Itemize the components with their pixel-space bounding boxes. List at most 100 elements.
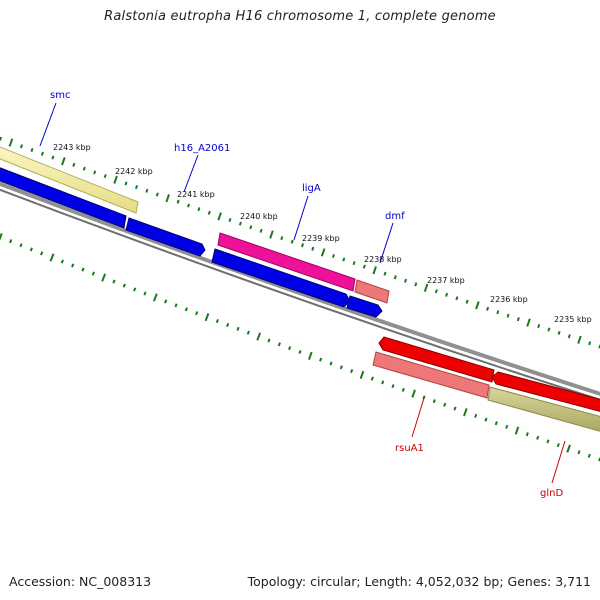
leader-smc xyxy=(39,102,57,147)
minor-tick xyxy=(536,435,540,440)
major-tick xyxy=(204,313,210,322)
minor-tick xyxy=(228,217,232,223)
tick-label: 2243 kbp xyxy=(53,143,91,152)
minor-tick xyxy=(329,361,333,366)
minor-tick xyxy=(112,279,116,284)
minor-tick xyxy=(453,406,457,411)
gene-label-dmf: dmf xyxy=(385,211,405,222)
major-tick xyxy=(165,194,170,203)
minor-tick xyxy=(290,239,294,244)
minor-tick xyxy=(207,210,211,215)
major-tick xyxy=(514,426,520,435)
topology-text: Topology: circular; Length: 4,052,032 bp… xyxy=(247,574,591,589)
minor-tick xyxy=(350,369,354,374)
major-tick xyxy=(320,248,326,257)
minor-tick xyxy=(391,384,395,389)
gene-blue-3[interactable] xyxy=(346,295,383,318)
tick-label: 2241 kbp xyxy=(177,190,215,199)
tick-label: 2236 kbp xyxy=(490,295,528,304)
gene-blue-2[interactable] xyxy=(211,248,351,308)
major-tick xyxy=(61,157,66,166)
minor-tick xyxy=(494,421,498,426)
minor-tick xyxy=(267,338,271,343)
minor-tick xyxy=(19,243,23,248)
map-title: Ralstonia eutropha H16 chromosome 1, com… xyxy=(104,9,496,24)
minor-tick xyxy=(432,399,436,404)
minor-tick xyxy=(133,287,137,292)
major-tick xyxy=(269,230,274,239)
minor-tick xyxy=(505,424,509,429)
minor-tick xyxy=(546,439,550,444)
leader-glnd xyxy=(551,440,566,484)
major-tick xyxy=(359,370,365,379)
major-tick xyxy=(566,444,571,453)
gene-label-smc: smc xyxy=(50,90,70,101)
major-tick xyxy=(0,233,3,241)
gene-liga[interactable] xyxy=(217,232,356,292)
major-tick xyxy=(372,266,377,275)
minor-tick xyxy=(246,330,250,335)
minor-tick xyxy=(443,402,447,407)
minor-tick xyxy=(393,275,397,280)
gene-rsua1[interactable] xyxy=(372,351,490,399)
gene-blue-1[interactable] xyxy=(0,164,127,229)
gene-red-1[interactable] xyxy=(378,336,495,383)
minor-tick xyxy=(300,243,305,248)
major-tick xyxy=(526,318,531,327)
gene-glnd[interactable] xyxy=(487,386,600,434)
minor-tick xyxy=(9,239,13,244)
minor-tick xyxy=(537,323,541,329)
minor-tick xyxy=(238,221,242,226)
minor-tick xyxy=(577,450,581,455)
minor-tick xyxy=(474,413,478,418)
major-tick xyxy=(463,408,468,417)
gene-h16-a2061[interactable] xyxy=(125,217,206,257)
minor-tick xyxy=(383,271,387,276)
minor-tick xyxy=(226,322,230,327)
minor-tick xyxy=(381,380,385,385)
gene-label-glnd: glnD xyxy=(540,488,563,499)
tick-label: 2237 kbp xyxy=(427,276,465,285)
minor-tick xyxy=(91,271,95,276)
leader-h16-a2061 xyxy=(183,154,199,193)
gene-dmf[interactable] xyxy=(354,279,390,304)
major-tick xyxy=(411,389,416,398)
minor-tick xyxy=(516,317,520,322)
minor-tick xyxy=(155,192,159,197)
minor-tick xyxy=(331,253,336,259)
minor-tick xyxy=(122,283,126,288)
minor-tick xyxy=(339,365,343,370)
major-tick xyxy=(256,332,262,341)
minor-tick xyxy=(465,299,469,304)
gene-label-liga: ligA xyxy=(302,183,321,194)
tick-label: 2242 kbp xyxy=(115,167,153,176)
gene-red-2[interactable] xyxy=(491,371,600,414)
minor-tick xyxy=(134,185,139,190)
minor-tick xyxy=(51,155,55,160)
minor-tick xyxy=(557,330,561,335)
backbone-inner xyxy=(0,188,600,401)
tick-marks-outer xyxy=(0,136,600,349)
minor-tick xyxy=(19,144,24,149)
gene-smc[interactable] xyxy=(0,143,139,214)
major-tick xyxy=(475,301,480,310)
minor-tick xyxy=(0,136,3,141)
major-tick xyxy=(152,293,158,302)
minor-tick xyxy=(486,306,490,311)
minor-tick xyxy=(342,257,346,262)
minor-tick xyxy=(525,432,529,437)
leader-liga xyxy=(293,195,309,241)
tick-label: 2240 kbp xyxy=(240,212,278,221)
minor-tick xyxy=(362,264,366,269)
tick-label: 2235 kbp xyxy=(554,315,592,324)
minor-tick xyxy=(259,228,263,233)
minor-tick xyxy=(506,313,510,318)
major-tick xyxy=(49,253,55,262)
minor-tick xyxy=(401,387,405,392)
minor-tick xyxy=(103,174,107,179)
leader-rsua1 xyxy=(411,397,425,438)
major-tick xyxy=(101,273,107,282)
minor-tick xyxy=(72,162,76,167)
minor-tick xyxy=(414,282,418,287)
